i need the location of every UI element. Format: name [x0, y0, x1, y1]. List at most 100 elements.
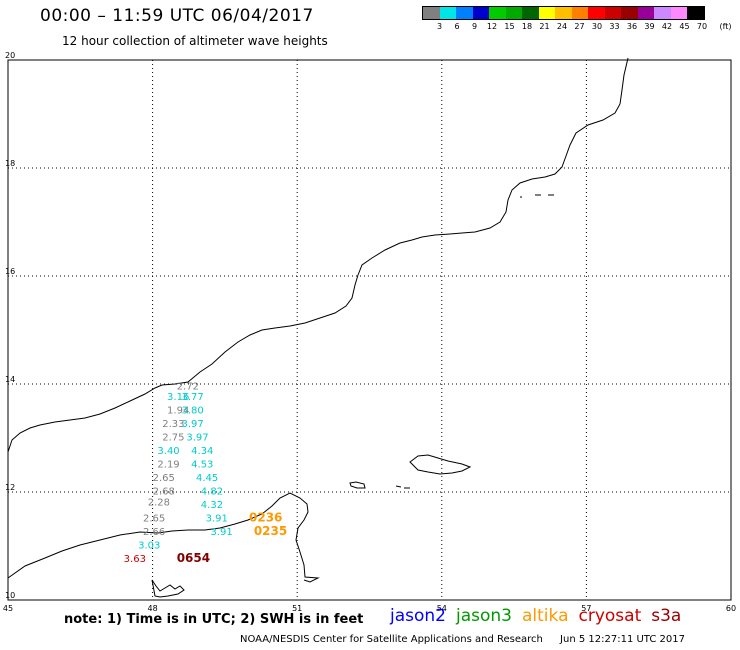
somali-coastline — [7, 492, 320, 583]
pass-time-label: 0236 — [249, 511, 282, 525]
lon-tick-label: 48 — [148, 604, 158, 613]
wave-height-value: 2.33 — [162, 419, 184, 430]
wave-height-value: 3.91 — [210, 527, 232, 538]
lat-tick-label: 10 — [5, 591, 15, 600]
pass-time-label: 0654 — [177, 551, 210, 565]
wave-height-value: 4.32 — [201, 500, 223, 511]
legend-swatch — [588, 7, 605, 19]
lat-tick-label: 18 — [5, 159, 15, 168]
wave-height-value: 4.53 — [191, 460, 213, 471]
map-frame — [7, 59, 732, 601]
satellite-name: altika — [522, 606, 569, 626]
credit-line: NOAA/NESDIS Center for Satellite Applica… — [240, 634, 685, 645]
legend-swatch — [555, 7, 572, 19]
legend-label: 9 — [471, 22, 478, 31]
wave-height-value: 2.65 — [143, 514, 165, 525]
legend-label: 15 — [504, 22, 515, 31]
legend-label: 36 — [626, 22, 638, 31]
lon-tick-label: 60 — [726, 604, 736, 613]
timestamp: Jun 5 12:27:11 UTC 2017 — [560, 634, 685, 645]
wave-height-value: 2.66 — [143, 527, 165, 538]
legend-label: (ft) — [719, 22, 732, 31]
small-island-dots — [395, 194, 554, 489]
satellite-name: jason3 — [456, 606, 512, 626]
title: 00:00 – 11:59 UTC 06/04/2017 — [40, 6, 314, 26]
credit-text: NOAA/NESDIS Center for Satellite Applica… — [240, 634, 543, 645]
legend-label: 6 — [454, 22, 460, 31]
wave-height-value: 3.80 — [182, 406, 204, 417]
legend-swatch — [571, 7, 588, 19]
lon-tick-label: 51 — [292, 604, 302, 613]
wave-height-value: 2.28 — [148, 498, 170, 509]
wave-height-value: 2.65 — [153, 473, 175, 484]
legend-label: 39 — [644, 22, 655, 31]
wave-height-value: 3.16 — [167, 392, 189, 403]
subtitle: 12 hour collection of altimeter wave hei… — [62, 34, 328, 48]
legend-label: 21 — [539, 22, 550, 31]
legend-label: 70 — [696, 22, 708, 31]
satellite-legend: jason2 jason3 altika cryosat s3a — [390, 606, 691, 626]
wave-height-value: 3.97 — [182, 419, 204, 430]
color-legend: 3 6 9 12 15 18 21 24 27 30 33 36 39 42 45 70 (ft) — [422, 6, 732, 34]
legend-label: 27 — [574, 22, 585, 31]
legend-label: 12 — [486, 22, 498, 31]
wave-height-value: 3.97 — [186, 433, 208, 444]
legend-swatches — [422, 6, 705, 20]
legend-label: 18 — [521, 22, 533, 31]
legend-swatch — [538, 7, 555, 19]
lon-tick-label: 54 — [437, 604, 447, 613]
satellite-name: cryosat — [578, 606, 642, 626]
legend-label: 45 — [679, 22, 690, 31]
legend-swatch — [522, 7, 539, 19]
wave-height-value: 2.19 — [157, 460, 179, 471]
axis-ticks: 45 48 51 54 57 60 20 18 16 14 12 10 — [3, 51, 736, 613]
grid-lines — [8, 60, 731, 600]
wave-height-value: 4.45 — [196, 473, 218, 484]
satellite-name: jason2 — [390, 606, 446, 626]
socotra-island — [409, 454, 472, 475]
wave-height-value: 4.34 — [191, 446, 213, 457]
legend-swatch — [670, 7, 687, 19]
wave-height-value: 2.75 — [162, 433, 184, 444]
wave-height-value: 4.82 — [201, 487, 223, 498]
legend-label: 24 — [556, 22, 568, 31]
legend-swatch — [621, 7, 638, 19]
pass-time-label: 0235 — [254, 524, 287, 538]
wave-height-value: 3.91 — [206, 514, 228, 525]
lat-tick-label: 14 — [5, 375, 15, 384]
legend-label: 30 — [591, 22, 603, 31]
legend-swatch — [439, 7, 456, 19]
legend-swatch — [423, 7, 440, 19]
somali-inlet — [151, 579, 185, 598]
wave-height-value: 2.72 — [177, 381, 199, 392]
wave-height-value: 3.40 — [157, 446, 179, 457]
legend-label: 33 — [609, 22, 620, 31]
wave-height-value: 3.77 — [182, 392, 204, 403]
legend-swatch — [687, 7, 704, 19]
lon-tick-label: 57 — [581, 604, 591, 613]
satellite-name: s3a — [651, 606, 682, 626]
wave-height-value: 2.68 — [153, 487, 175, 498]
wave-height-value: 3.63 — [124, 554, 146, 565]
footer-note: note: 1) Time is in UTC; 2) SWH is in fe… — [64, 612, 364, 627]
arabian-coastline — [7, 57, 629, 453]
lat-tick-label: 16 — [5, 267, 15, 276]
lon-tick-label: 45 — [3, 604, 13, 613]
legend-swatch — [637, 7, 654, 19]
small-island-west — [349, 481, 366, 489]
legend-swatch — [489, 7, 506, 19]
wave-height-value: 1.94 — [167, 406, 189, 417]
lat-tick-label: 12 — [5, 483, 15, 492]
legend-swatch — [472, 7, 489, 19]
legend-labels: 3 6 9 12 15 18 21 24 27 30 33 36 39 42 45 70 (ft) — [422, 20, 732, 34]
legend-label: 42 — [661, 22, 673, 31]
altimeter-observations: 2.723.163.771.943.802.333.972.75 3.973.40… — [124, 381, 288, 565]
legend-swatch — [654, 7, 671, 19]
legend-label: 3 — [436, 22, 443, 31]
legend-swatch — [505, 7, 522, 19]
lat-tick-label: 20 — [5, 51, 15, 60]
wave-height-value: 3.03 — [138, 541, 160, 552]
legend-swatch — [604, 7, 621, 19]
legend-swatch — [456, 7, 473, 19]
